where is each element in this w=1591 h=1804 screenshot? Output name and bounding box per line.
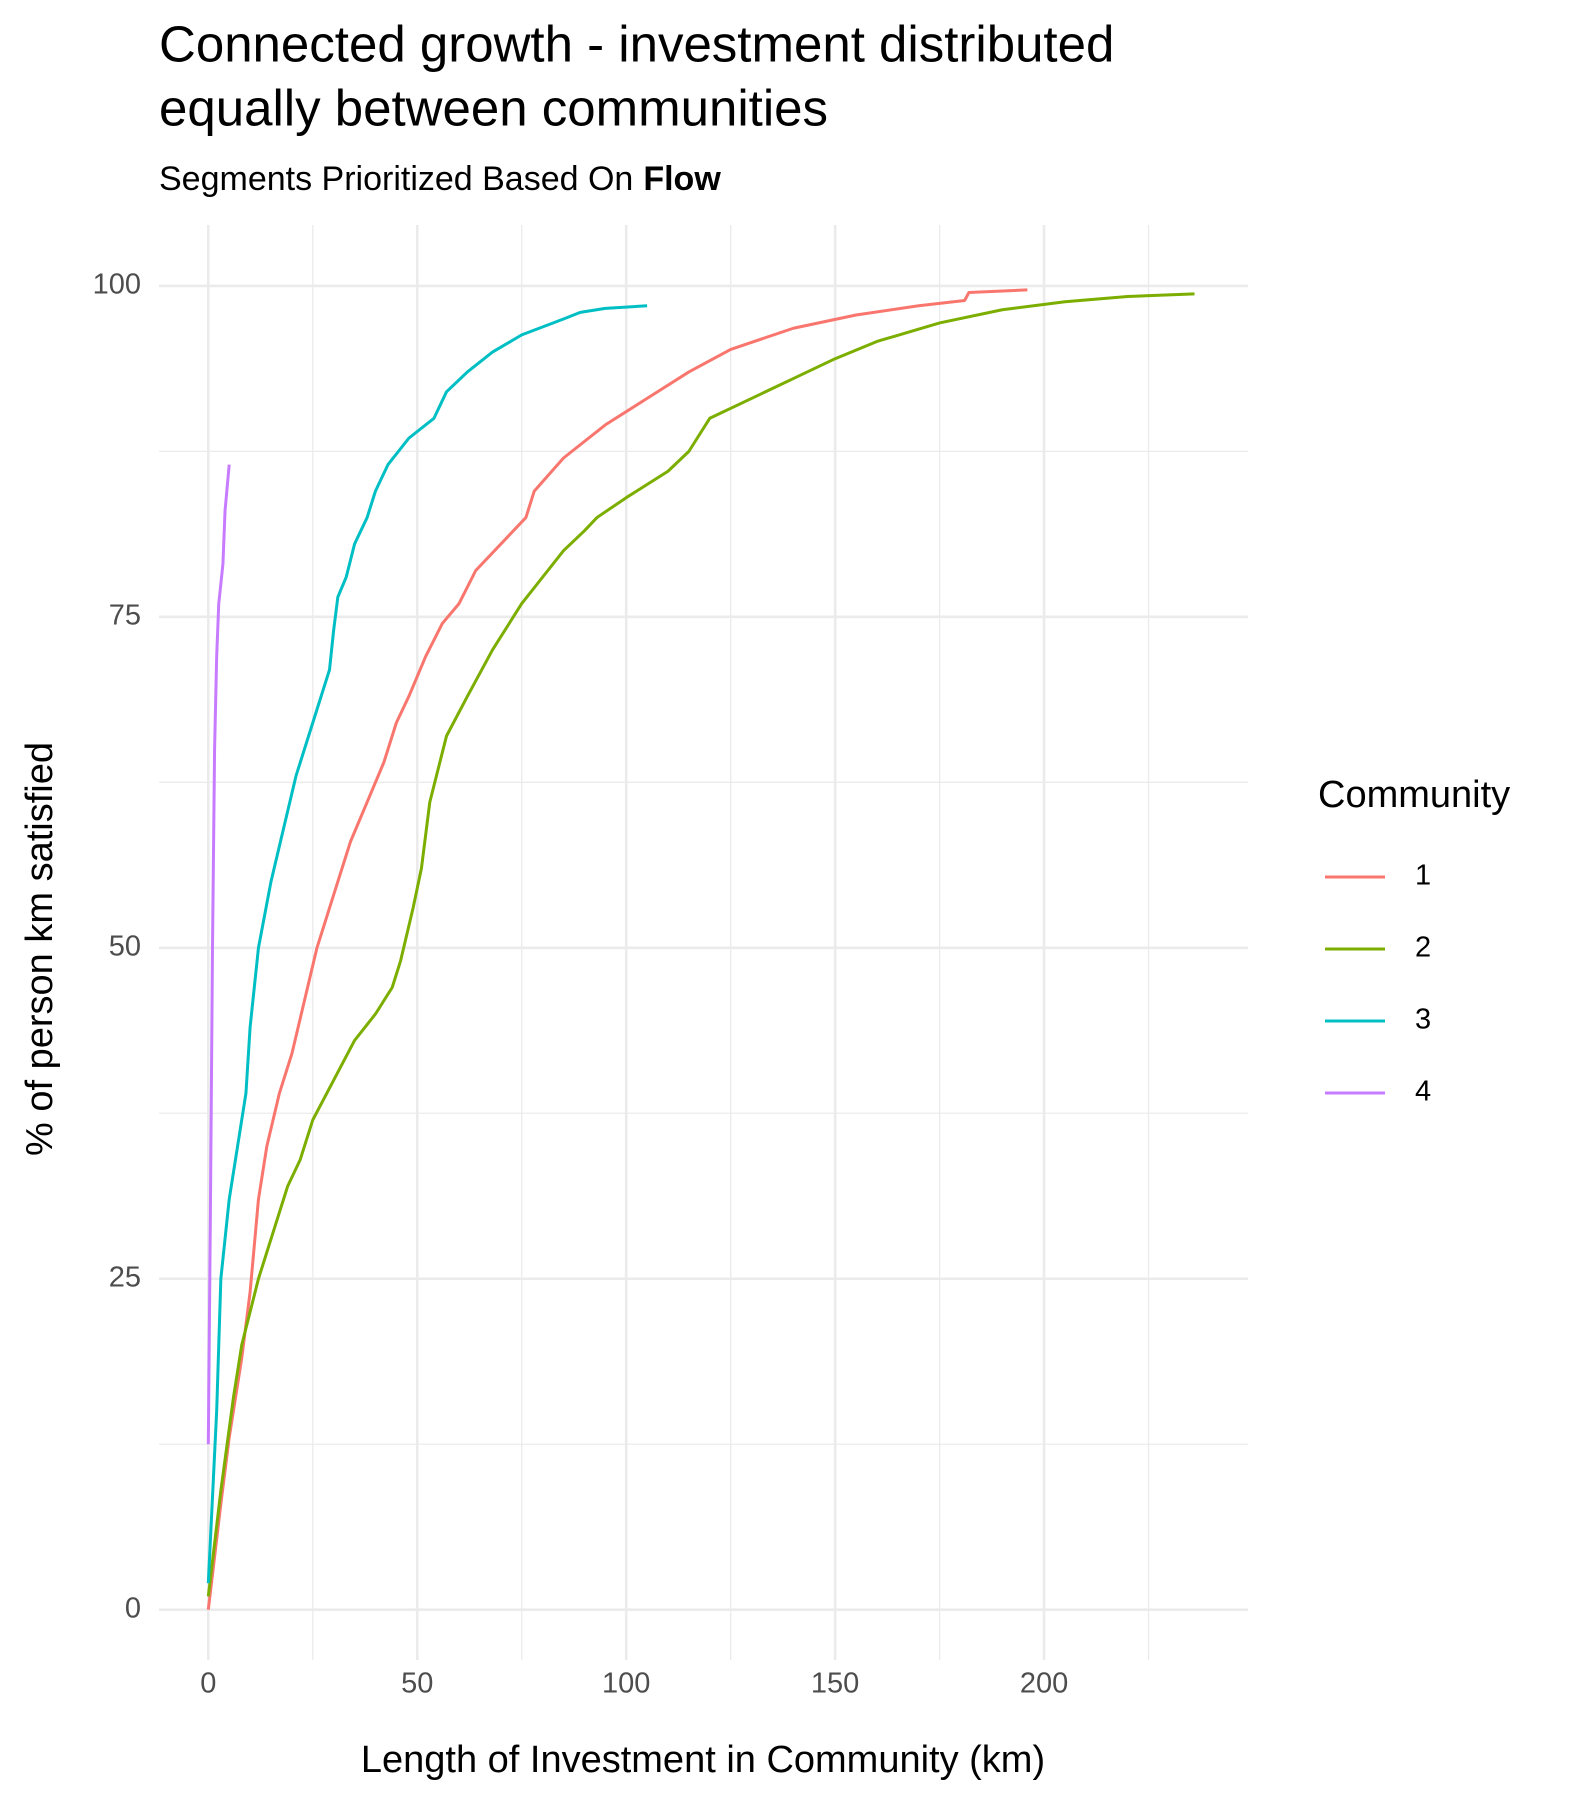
- y-tick-label: 50: [109, 930, 141, 962]
- legend-title: Community: [1318, 774, 1510, 816]
- legend-label: 2: [1415, 932, 1431, 964]
- x-tick-label: 0: [200, 1668, 216, 1700]
- legend-label: 3: [1415, 1004, 1431, 1036]
- data-line: [206, 288, 1028, 1610]
- y-tick-label: 75: [109, 600, 141, 632]
- data-line: [206, 304, 648, 1584]
- chart-title: Connected growth - investment distribute…: [159, 15, 1114, 72]
- y-tick-label: 0: [125, 1592, 141, 1624]
- y-tick-label: 25: [109, 1261, 141, 1293]
- legend-label: 1: [1415, 860, 1431, 892]
- legend-label: 4: [1415, 1076, 1431, 1108]
- data-line: [206, 464, 231, 1445]
- subtitle-emphasis: Flow: [643, 160, 721, 198]
- y-tick-label: 100: [93, 269, 141, 301]
- chart-title: equally between communities: [159, 79, 828, 136]
- data-line: [206, 292, 1195, 1597]
- x-axis-label: Length of Investment in Community (km): [361, 1739, 1045, 1781]
- y-axis-label: % of person km satisfied: [19, 742, 61, 1156]
- x-tick-label: 50: [401, 1668, 433, 1700]
- x-tick-label: 200: [1020, 1668, 1068, 1700]
- chart-subtitle: Segments Prioritized Based On Flow: [159, 160, 721, 198]
- subtitle-text: Segments Prioritized Based On: [159, 160, 633, 198]
- x-tick-label: 100: [602, 1668, 650, 1700]
- x-tick-label: 150: [811, 1668, 859, 1700]
